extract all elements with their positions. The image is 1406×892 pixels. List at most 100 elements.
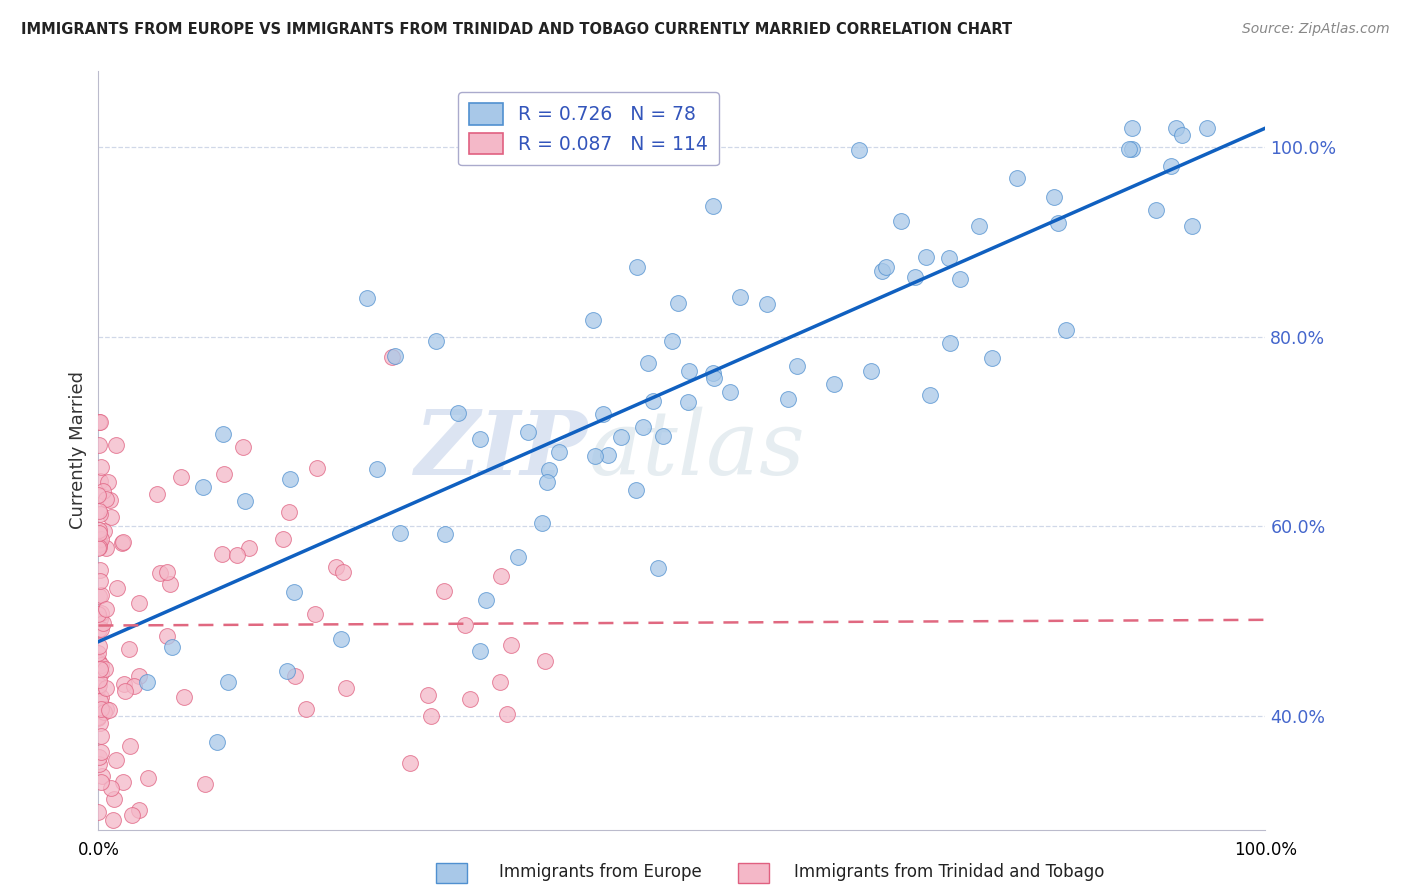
Point (104, 438, 127, 452)
Point (583, 449, 606, 463)
Point (277, 505, 299, 519)
Point (433, 527, 456, 541)
Point (1195, 121, 1218, 136)
Point (1043, 190, 1066, 204)
Point (90, 769, 112, 783)
Point (114, 683, 136, 698)
Point (425, 334, 447, 349)
Point (98, 493, 121, 508)
Point (159, 576, 181, 591)
Text: 100.0%: 100.0% (1234, 841, 1296, 859)
Point (233, 494, 256, 508)
Point (1121, 143, 1143, 157)
Text: Immigrants from Europe: Immigrants from Europe (499, 863, 702, 881)
Point (103, 792, 125, 806)
Point (118, 641, 141, 656)
Point (107, 581, 129, 595)
Point (87, 540, 110, 554)
Point (89, 694, 111, 708)
Point (637, 356, 659, 370)
Point (135, 674, 157, 689)
Point (90, 702, 112, 716)
Point (211, 547, 233, 561)
Point (718, 384, 741, 399)
Point (97, 703, 120, 717)
Point (890, 214, 912, 228)
Point (90, 588, 112, 602)
Point (89, 474, 111, 488)
Point (914, 250, 936, 264)
Point (96, 492, 118, 507)
Point (676, 395, 699, 409)
Point (155, 565, 177, 579)
Point (1181, 219, 1204, 234)
Point (238, 541, 260, 556)
Point (87, 647, 110, 661)
Point (94, 663, 117, 677)
Point (652, 429, 675, 443)
Point (875, 260, 897, 274)
Point (93, 705, 115, 719)
Point (93, 524, 115, 539)
Point (97, 475, 120, 489)
Point (91, 616, 114, 631)
Point (87, 589, 110, 603)
Point (939, 335, 962, 350)
Point (87, 678, 110, 692)
Point (384, 349, 406, 363)
Point (90, 607, 112, 621)
Point (848, 143, 870, 157)
Point (170, 470, 193, 484)
Point (124, 679, 146, 693)
Text: IMMIGRANTS FROM EUROPE VS IMMIGRANTS FROM TRINIDAD AND TOBAGO CURRENTLY MARRIED : IMMIGRANTS FROM EUROPE VS IMMIGRANTS FRO… (21, 22, 1012, 37)
Point (447, 406, 470, 420)
Point (111, 534, 134, 549)
Legend: R = 0.726   N = 78, R = 0.087   N = 114: R = 0.726 N = 78, R = 0.087 N = 114 (458, 92, 718, 165)
Point (87, 639, 110, 653)
Point (90, 460, 112, 475)
Point (87, 710, 110, 724)
Point (87, 757, 110, 772)
Point (969, 219, 991, 234)
Point (128, 803, 150, 817)
Point (501, 638, 523, 652)
Point (232, 440, 254, 454)
Point (191, 480, 214, 494)
Point (356, 291, 378, 305)
Text: 0.0%: 0.0% (77, 841, 120, 859)
Point (90, 658, 112, 673)
Point (506, 549, 529, 564)
Point (87, 488, 110, 502)
Point (276, 664, 298, 678)
Point (534, 654, 557, 668)
Point (517, 425, 540, 439)
Point (582, 313, 605, 327)
Point (121, 807, 143, 822)
Point (1166, 121, 1188, 136)
Point (100, 510, 122, 524)
Point (904, 270, 927, 285)
Point (948, 271, 970, 285)
Point (702, 366, 724, 380)
Point (491, 569, 513, 583)
Point (381, 350, 404, 364)
Point (1054, 323, 1077, 337)
Point (90, 745, 112, 759)
Point (87, 526, 110, 541)
Text: Source: ZipAtlas.com: Source: ZipAtlas.com (1241, 22, 1389, 37)
Point (128, 669, 150, 683)
Y-axis label: Currently Married: Currently Married (69, 371, 87, 530)
Point (87, 622, 110, 636)
Point (755, 296, 778, 310)
Point (470, 644, 492, 658)
Point (89, 507, 111, 521)
Point (332, 565, 354, 579)
Point (418, 688, 440, 702)
Point (173, 690, 195, 705)
Point (325, 560, 347, 574)
Point (90, 775, 112, 789)
Point (87, 438, 110, 452)
Point (111, 775, 134, 789)
Point (938, 251, 960, 265)
Point (87, 711, 110, 725)
